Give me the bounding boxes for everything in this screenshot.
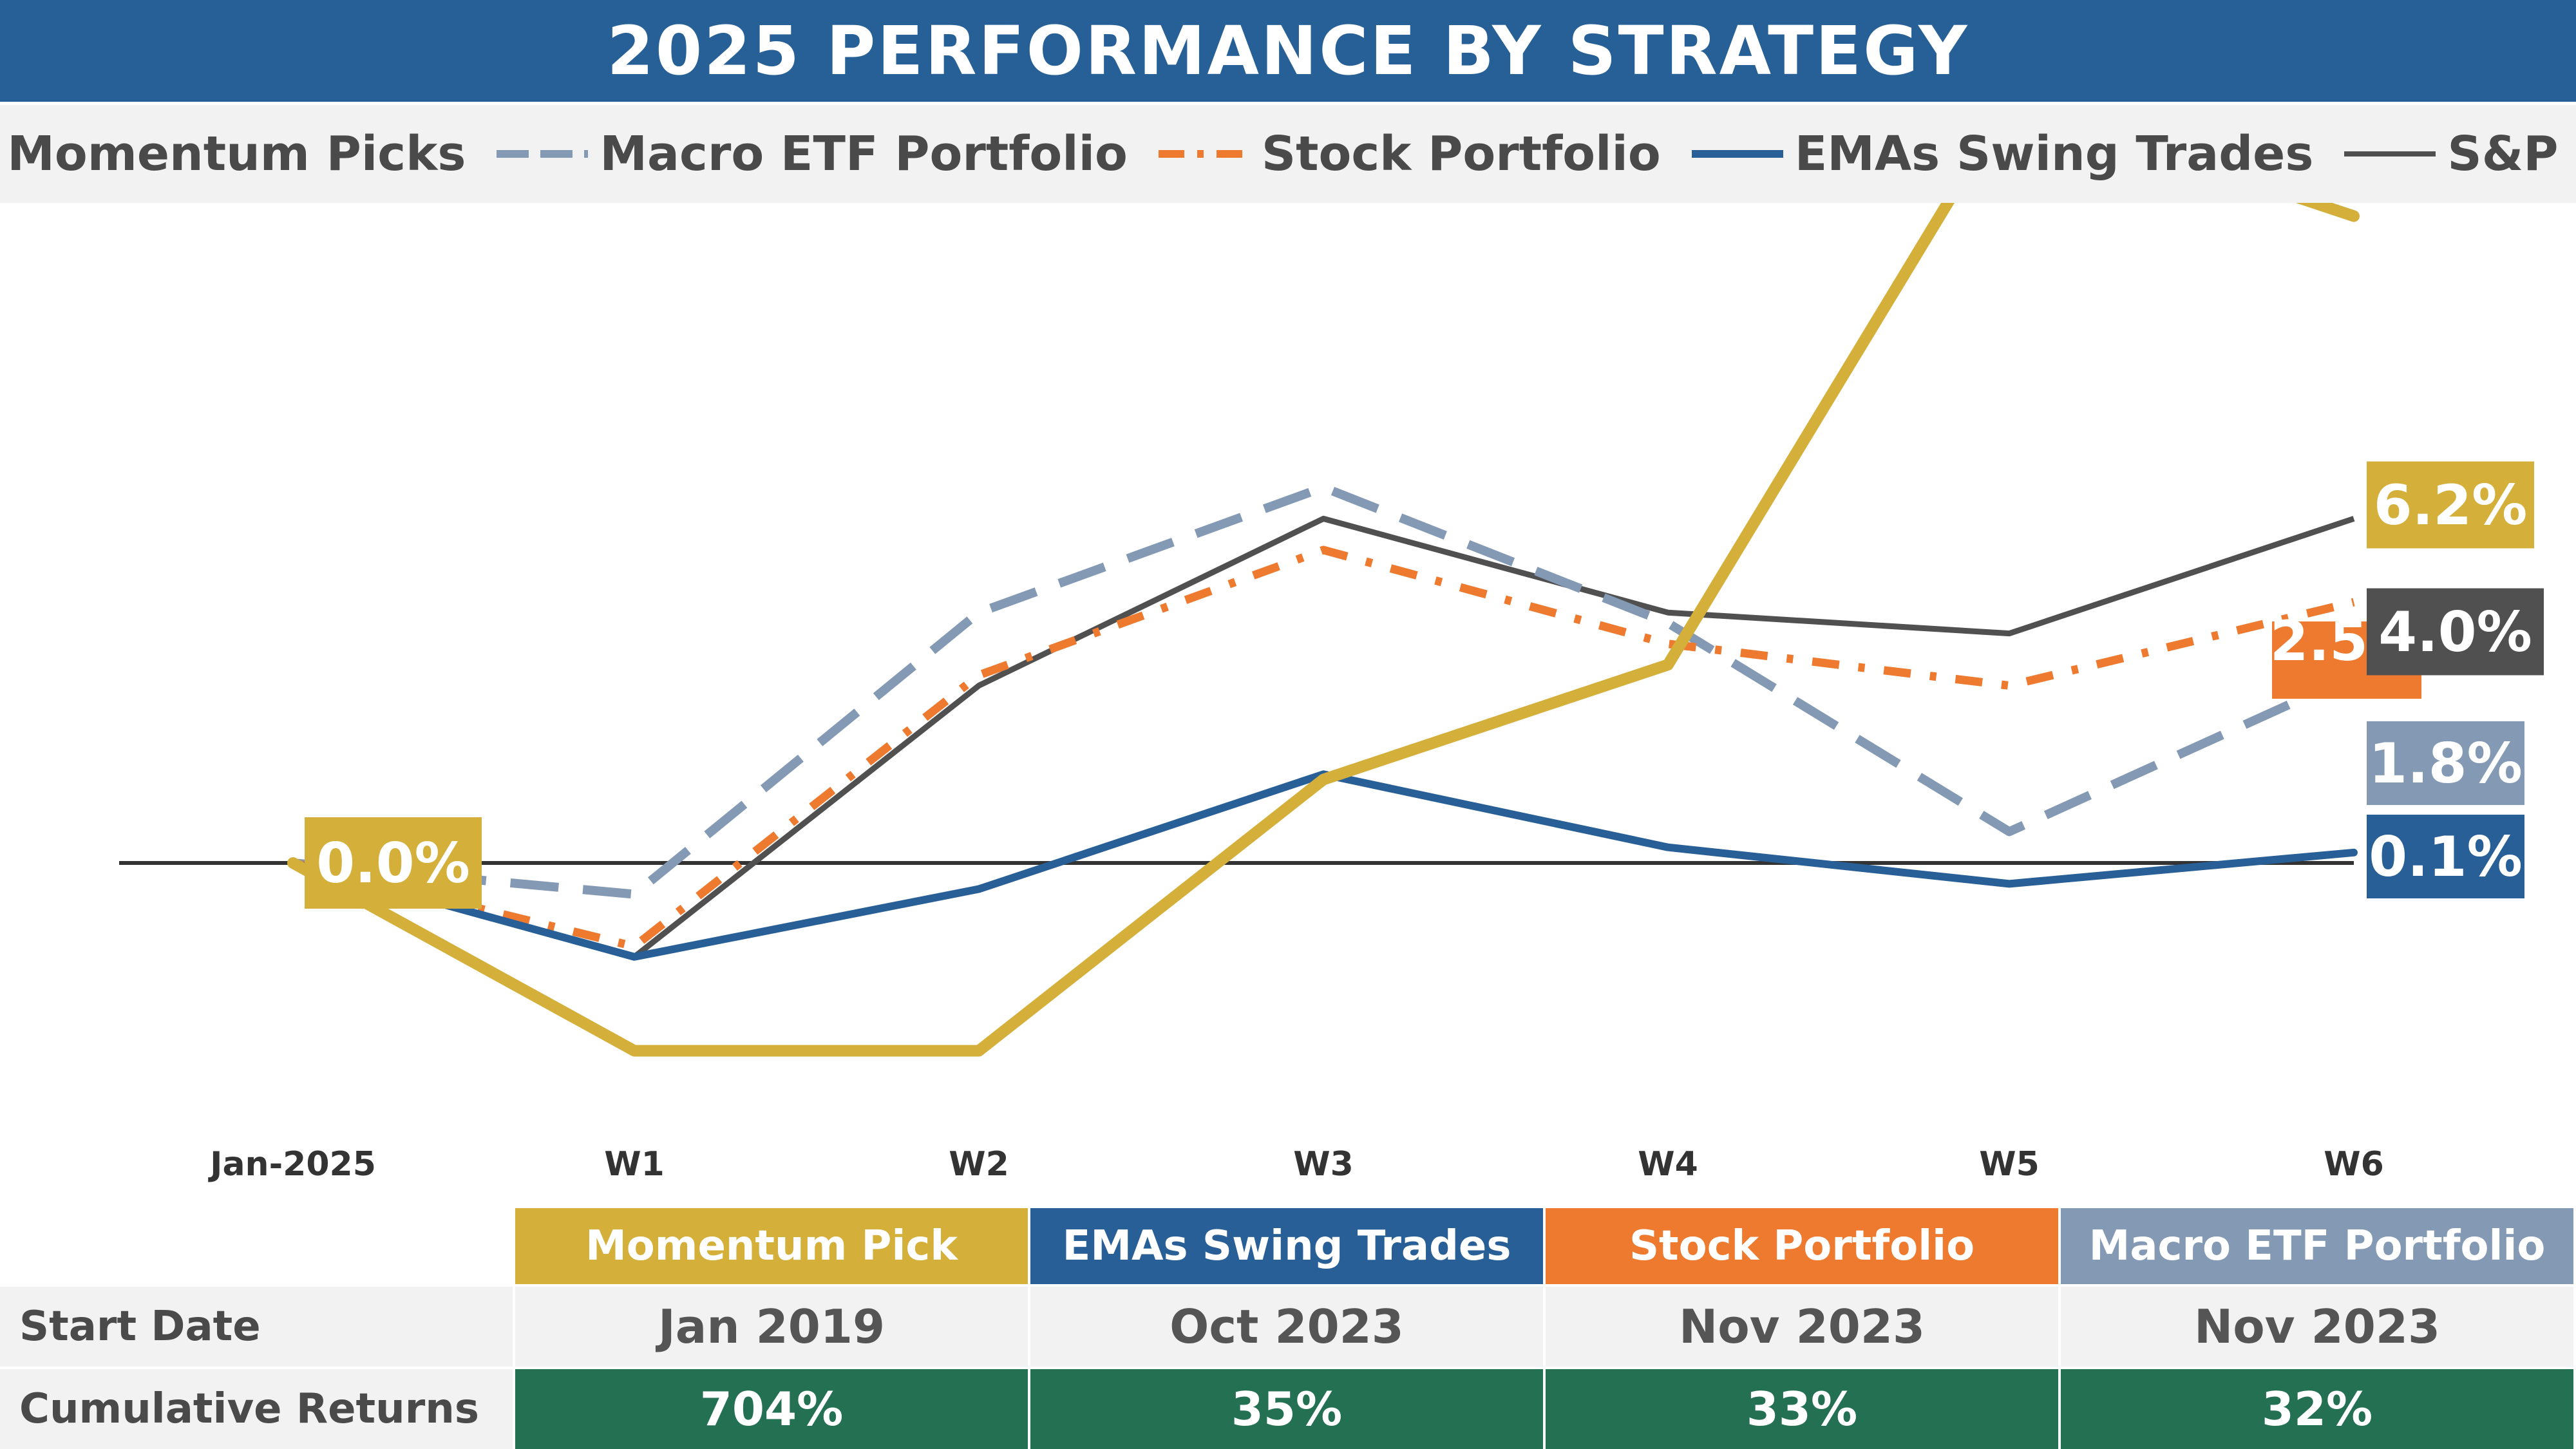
x-tick-label: W6 xyxy=(2324,1145,2384,1184)
series-line xyxy=(292,545,2355,951)
chart-title: 2025 PERFORMANCE BY STRATEGY xyxy=(607,12,1969,90)
end-label-macro-etf-text: 1.8% xyxy=(2369,732,2523,796)
start-label-momentum: 0.0% xyxy=(305,817,482,909)
end-label-emas-swing: 0.1% xyxy=(2367,815,2524,898)
x-tick-label: W4 xyxy=(1638,1145,1698,1184)
returns-emas: 35% xyxy=(1030,1369,1546,1449)
series-line xyxy=(287,203,2360,1057)
legend-item-momentum-picks: Momentum Picks xyxy=(0,126,466,182)
table-header-emas: EMAs Swing Trades xyxy=(1030,1208,1546,1284)
line-chart: Jan-2025 W1 W2 W3 W4 W5 W60.0%2.5%6.2%1.8%0.1%… xyxy=(119,203,2544,1184)
table-header-row: Momentum Pick EMAs Swing Trades Stock Po… xyxy=(0,1208,2576,1284)
legend-item-macro-etf: Macro ETF Portfolio xyxy=(494,126,1128,182)
x-tick-label: W5 xyxy=(1979,1145,2040,1184)
end-label-sp500-box xyxy=(2367,588,2544,676)
table-header-momentum: Momentum Pick xyxy=(515,1208,1030,1284)
legend-swatch-stock-portfolio xyxy=(1158,150,1250,158)
end-label-macro-etf-box xyxy=(2367,721,2524,805)
returns-macro: 32% xyxy=(2061,1369,2576,1449)
legend-label-momentum-picks: Momentum Picks xyxy=(7,126,466,182)
table-header-macro: Macro ETF Portfolio xyxy=(2061,1208,2576,1284)
chart-title-bar: 2025 PERFORMANCE BY STRATEGY xyxy=(0,0,2576,102)
end-label-momentum-text: 6.2% xyxy=(2374,473,2528,538)
series-line xyxy=(289,770,2358,961)
end-label-emas-swing-text: 0.1% xyxy=(2369,825,2523,889)
x-tick-label: W2 xyxy=(949,1145,1009,1184)
legend-label-macro-etf: Macro ETF Portfolio xyxy=(600,126,1128,182)
end-label-emas-swing-box xyxy=(2367,815,2524,898)
x-tick-label: W1 xyxy=(604,1145,665,1184)
cumulative-returns-label: Cumulative Returns xyxy=(0,1369,515,1449)
table-header-stock: Stock Portfolio xyxy=(1546,1208,2061,1284)
start-date-emas: Oct 2023 xyxy=(1030,1287,1546,1367)
legend-label-sp500: S&P 500 xyxy=(2447,126,2576,182)
legend-item-sp500: S&P 500 xyxy=(2342,126,2576,182)
strategy-stats-table: Momentum Pick EMAs Swing Trades Stock Po… xyxy=(0,1208,2576,1449)
start-date-macro: Nov 2023 xyxy=(2061,1287,2576,1367)
end-label-macro-etf: 1.8% xyxy=(2367,721,2524,805)
end-label-momentum-box xyxy=(2367,461,2534,549)
legend-swatch-emas-swing xyxy=(1691,150,1783,158)
legend-item-stock-portfolio: Stock Portfolio xyxy=(1156,126,1661,182)
legend-label-stock-portfolio: Stock Portfolio xyxy=(1261,126,1661,182)
legend-swatch-macro-etf xyxy=(497,150,589,158)
legend-label-emas-swing: EMAs Swing Trades xyxy=(1794,126,2314,182)
returns-stock: 33% xyxy=(1546,1369,2061,1449)
start-label-momentum-box xyxy=(305,817,482,909)
start-date-momentum: Jan 2019 xyxy=(515,1287,1030,1367)
end-label-sp500: 4.0% xyxy=(2367,588,2544,676)
table-header-spacer xyxy=(0,1208,515,1284)
start-date-label: Start Date xyxy=(0,1287,515,1367)
returns-momentum: 704% xyxy=(515,1369,1030,1449)
table-row-cumulative-returns: Cumulative Returns 704% 35% 33% 32% xyxy=(0,1369,2576,1449)
x-tick-label: Jan-2025 xyxy=(208,1145,376,1184)
table-row-start-date: Start Date Jan 2019 Oct 2023 Nov 2023 No… xyxy=(0,1287,2576,1367)
series-line xyxy=(292,482,2356,899)
end-label-momentum: 6.2% xyxy=(2367,461,2534,549)
start-date-stock: Nov 2023 xyxy=(1546,1287,2061,1367)
legend-swatch-sp500 xyxy=(2344,151,2436,156)
x-tick-label: W3 xyxy=(1293,1145,1354,1184)
legend-item-emas-swing: EMAs Swing Trades xyxy=(1689,126,2314,182)
legend: Momentum Picks Macro ETF Portfolio Stock… xyxy=(0,105,2576,203)
end-label-sp500-text: 4.0% xyxy=(2378,600,2532,665)
start-label-momentum-text: 0.0% xyxy=(316,831,470,896)
